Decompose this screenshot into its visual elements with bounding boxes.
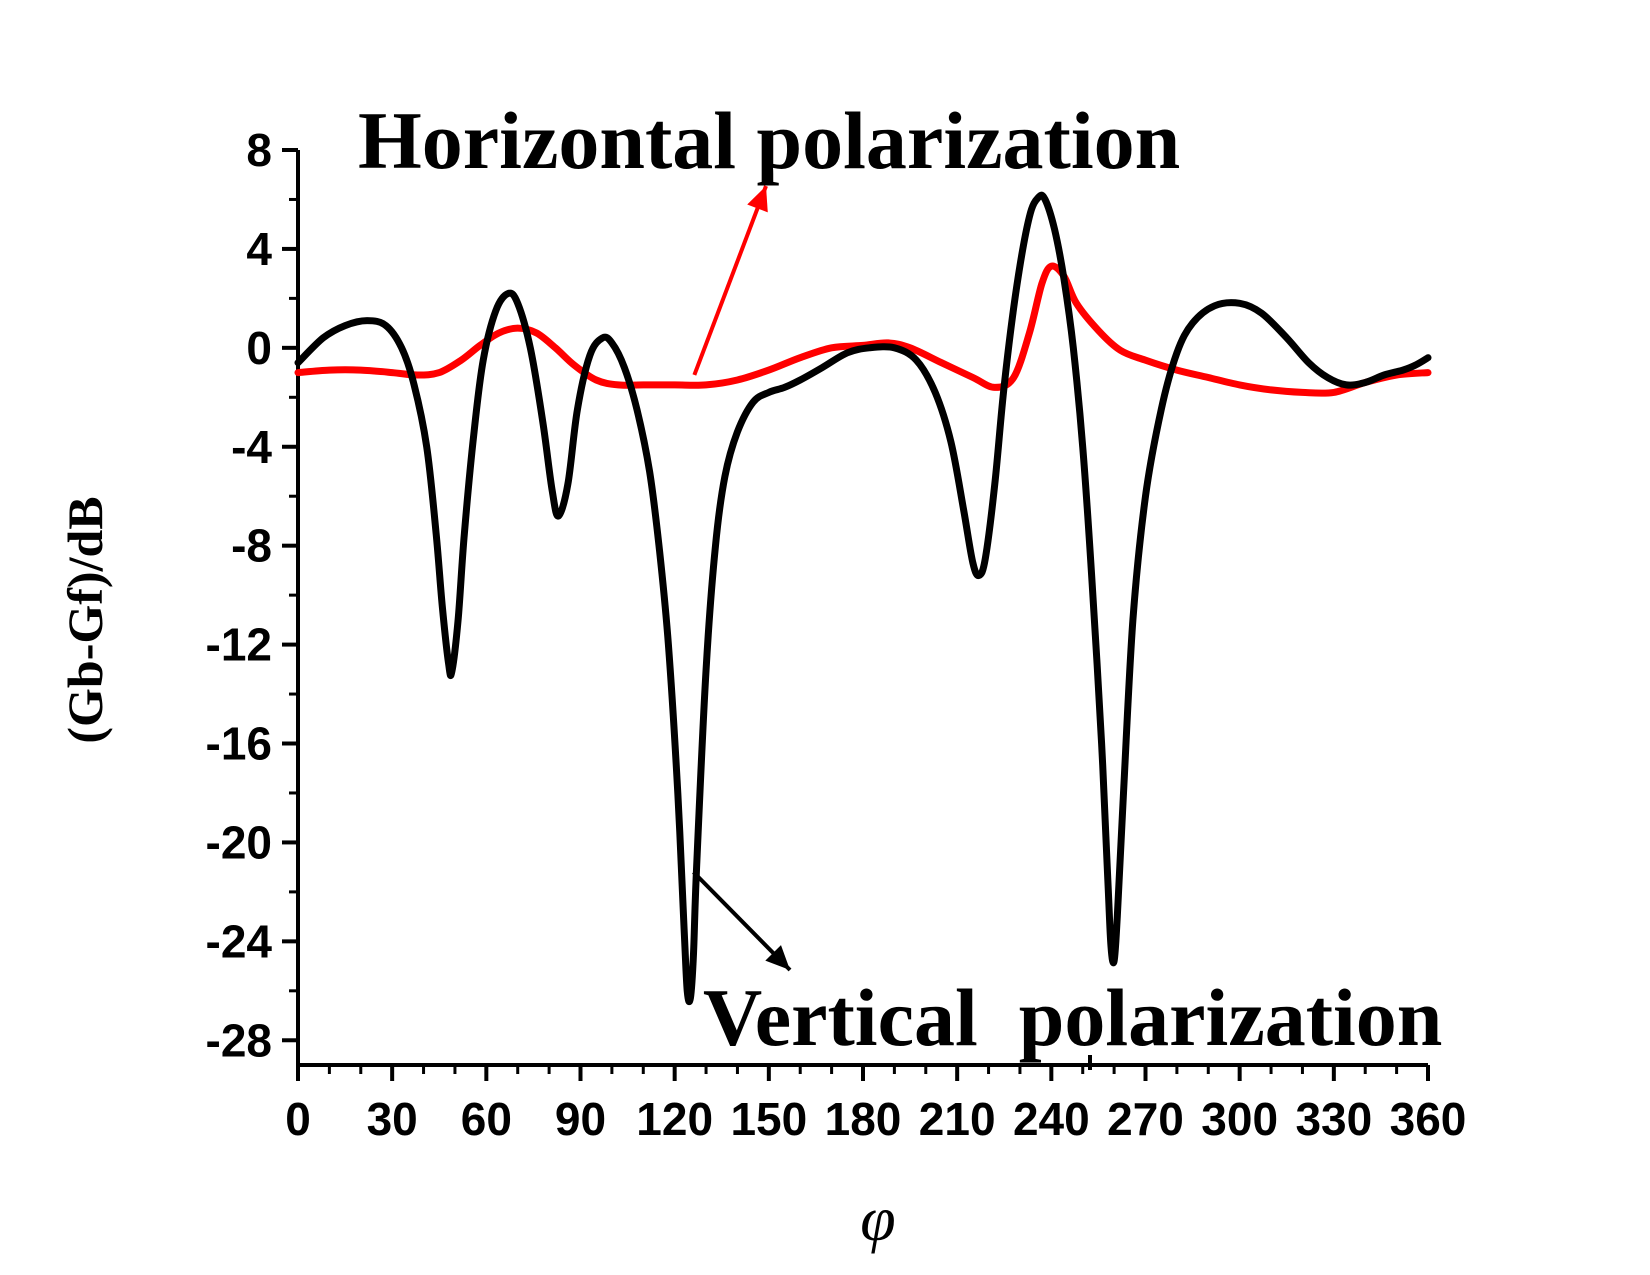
y-tick-label: -16	[206, 718, 272, 770]
y-tick-label: -24	[206, 915, 273, 967]
annotation-layer	[692, 185, 1092, 1070]
ticks	[282, 148, 1430, 1081]
y-tick-label: -28	[206, 1014, 272, 1066]
x-tick-label: 270	[1107, 1093, 1184, 1145]
x-tick-label: 120	[636, 1093, 713, 1145]
series-layer	[294, 191, 1432, 1006]
x-tick-label: 240	[1013, 1093, 1090, 1145]
vertical-polarization-line	[294, 191, 1432, 1006]
x-tick-label: 330	[1295, 1093, 1372, 1145]
y-tick-label: 8	[246, 124, 272, 176]
x-tick-label: 30	[367, 1093, 418, 1145]
y-axis-label: (Gb-Gf)/dB	[57, 496, 113, 743]
annotation-horizontal-polarization: Horizontal polarization	[358, 95, 1180, 186]
tick-labels: 840-4-8-12-16-20-24-280 30 60 90 120 150 180 21…	[206, 124, 1467, 1145]
annotation-vertical-polarization: Vertical polarization	[703, 972, 1442, 1063]
x-tick-label: 90	[555, 1093, 606, 1145]
x-tick-label: 180	[825, 1093, 902, 1145]
y-tick-label: -12	[206, 619, 272, 671]
x-tick-label: 360	[1390, 1093, 1467, 1145]
x-axis-label: φ	[860, 1183, 895, 1254]
x-tick-label: 60	[461, 1093, 512, 1145]
vertical-annotation-arrow-head	[765, 945, 790, 970]
y-tick-label: 0	[246, 322, 272, 374]
x-tick-label: 0	[285, 1093, 311, 1145]
y-tick-label: -4	[231, 421, 272, 473]
axes	[296, 150, 1428, 1067]
horizontal-annotation-arrow-head	[747, 186, 768, 213]
horizontal-annotation-arrow-shaft	[692, 185, 768, 376]
x-tick-label: 300	[1201, 1093, 1278, 1145]
x-tick-label: 210	[919, 1093, 996, 1145]
y-tick-label: 4	[246, 223, 272, 275]
y-tick-label: -20	[206, 816, 272, 868]
x-tick-label: 150	[730, 1093, 807, 1145]
y-tick-label: -8	[231, 520, 272, 572]
horizontal-polarization-line	[294, 262, 1432, 397]
